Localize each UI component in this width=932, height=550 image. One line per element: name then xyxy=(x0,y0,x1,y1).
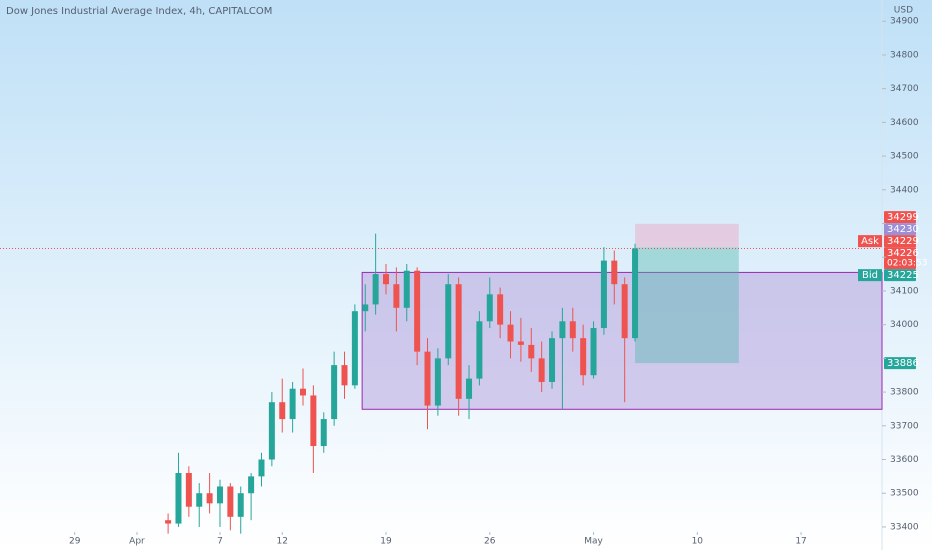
currency: USD xyxy=(894,6,913,16)
x-tick-label: 17 xyxy=(795,537,806,547)
candle-body xyxy=(476,321,483,379)
candle-body xyxy=(632,248,639,339)
candle-body xyxy=(559,321,566,339)
candle-body xyxy=(185,473,192,507)
candle-body xyxy=(403,270,410,308)
price-marker xyxy=(884,223,916,236)
candle-body xyxy=(331,365,338,420)
candle-body xyxy=(549,338,556,382)
x-tick-label: 12 xyxy=(277,537,288,547)
candle-body xyxy=(393,284,400,308)
price-marker-label: 34299 xyxy=(887,212,919,223)
price-tag-label: Ask xyxy=(861,236,879,247)
x-tick-label: May xyxy=(584,537,603,547)
candle-body xyxy=(165,520,172,524)
candle-body xyxy=(611,260,618,285)
candle-body xyxy=(590,328,597,376)
target-zone xyxy=(635,247,739,364)
candle-body xyxy=(299,388,306,396)
x-tick-label: 29 xyxy=(69,537,81,547)
candle-body xyxy=(414,270,421,352)
candle-body xyxy=(528,344,535,359)
candle-body xyxy=(227,486,234,517)
candle-body xyxy=(206,493,213,504)
y-tick-label: 33500 xyxy=(890,489,919,499)
candle-body xyxy=(466,378,473,399)
candle-body xyxy=(383,274,390,285)
x-tick-label: Apr xyxy=(129,537,145,547)
y-tick-label: 34500 xyxy=(890,152,919,162)
candle-body xyxy=(237,493,244,517)
candle-body xyxy=(517,341,524,345)
x-tick-label: 19 xyxy=(380,537,392,547)
candle-body xyxy=(289,388,296,420)
price-marker-label: 34226 xyxy=(887,248,919,259)
candle-body xyxy=(372,274,379,305)
candle-body xyxy=(268,402,275,460)
candle-body xyxy=(258,459,265,477)
price-tag xyxy=(858,269,882,282)
y-tick-label: 33600 xyxy=(890,455,919,465)
y-tick-label: 33800 xyxy=(890,388,919,398)
candle-body xyxy=(310,395,317,447)
candle-body xyxy=(248,476,255,494)
candle-body xyxy=(486,294,493,322)
y-tick-label: 34000 xyxy=(890,320,919,330)
candle-body xyxy=(445,284,452,359)
x-tick-label: 7 xyxy=(217,537,223,547)
countdown: 02:03:53 xyxy=(887,259,927,269)
price-marker xyxy=(884,247,916,270)
price-marker-label: 34229 xyxy=(887,236,919,247)
price-marker xyxy=(884,235,916,248)
chart-title: Dow Jones Industrial Average Index, 4h, … xyxy=(6,6,272,17)
candle-body xyxy=(196,493,203,507)
price-marker xyxy=(884,269,916,282)
candle-body xyxy=(507,324,514,342)
candle-body xyxy=(455,284,462,399)
candle-body xyxy=(621,284,628,339)
candle-body xyxy=(362,304,369,312)
candle-body xyxy=(538,358,545,382)
y-tick-label: 34800 xyxy=(890,50,919,60)
y-tick-label: 33400 xyxy=(890,522,919,532)
price-marker-label: 34230 xyxy=(887,224,919,235)
y-tick-label: 34100 xyxy=(890,286,919,296)
candle-body xyxy=(341,365,348,386)
candle-body xyxy=(175,473,182,524)
price-marker xyxy=(884,357,916,370)
y-tick-label: 34700 xyxy=(890,84,919,94)
candle-body xyxy=(580,338,587,376)
candle-body xyxy=(279,402,286,420)
price-marker-label: 33886 xyxy=(887,358,919,369)
stop-zone xyxy=(635,223,739,248)
price-marker-label: 34225 xyxy=(887,270,919,281)
price-tag-label: Bid xyxy=(862,270,878,281)
candle-body xyxy=(424,351,431,406)
candle-body xyxy=(351,311,358,386)
y-tick-label: 34400 xyxy=(890,185,919,195)
price-tag xyxy=(858,235,882,248)
price-marker xyxy=(884,211,916,224)
x-tick-label: 10 xyxy=(692,537,704,547)
y-tick-label: 33700 xyxy=(890,421,919,431)
candle-body xyxy=(434,358,441,406)
x-tick-label: 26 xyxy=(484,537,496,547)
candle-body xyxy=(497,294,504,325)
candle-body xyxy=(320,419,327,447)
y-tick-label: 34600 xyxy=(890,118,919,128)
y-tick-label: 34900 xyxy=(890,17,919,27)
candle-body xyxy=(569,321,576,339)
candle-body xyxy=(216,486,223,504)
candle-body xyxy=(600,260,607,329)
